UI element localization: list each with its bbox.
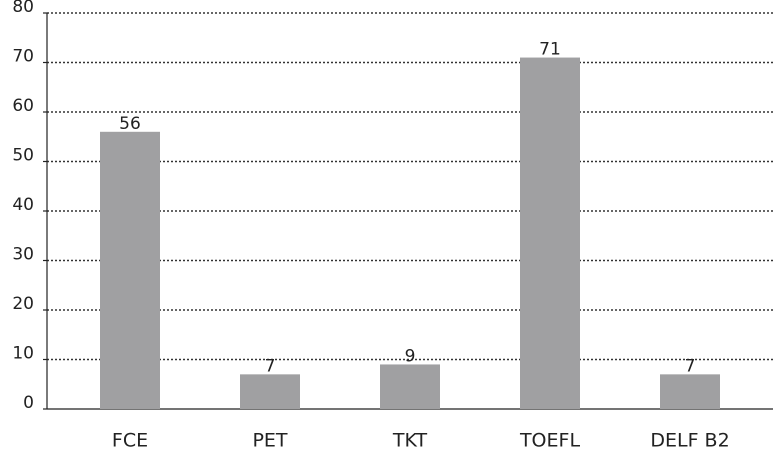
data-label: 7 (685, 356, 696, 376)
x-tick-label: DELF B2 (650, 430, 729, 452)
x-tick-label: TKT (392, 430, 428, 452)
bar (240, 374, 300, 409)
data-label: 9 (405, 346, 416, 366)
data-label: 71 (539, 40, 561, 60)
y-tick-label: 10 (12, 344, 34, 364)
data-label: 7 (265, 356, 276, 376)
y-tick-label: 80 (12, 0, 34, 17)
bar (100, 131, 160, 410)
bar (520, 57, 580, 410)
x-tick-label: TOEFL (519, 430, 580, 452)
x-tick-label: FCE (112, 430, 148, 452)
x-tick-label: PET (252, 430, 287, 452)
y-tick-label: 30 (12, 245, 34, 265)
bar (380, 364, 440, 409)
y-tick-label: 40 (12, 195, 34, 215)
y-tick-label: 0 (23, 393, 34, 413)
y-tick-label: 20 (12, 294, 34, 314)
bar (660, 374, 720, 409)
y-tick-label: 70 (12, 47, 34, 67)
y-tick-label: 50 (12, 146, 34, 166)
y-tick-label: 60 (12, 96, 34, 116)
data-label: 56 (119, 114, 141, 134)
